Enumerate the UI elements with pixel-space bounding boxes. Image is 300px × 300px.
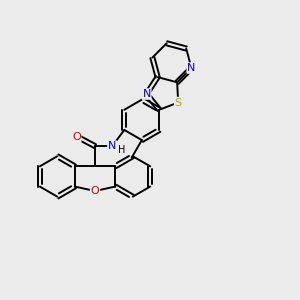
Text: N: N: [187, 63, 196, 73]
Text: N: N: [108, 141, 116, 151]
Text: H: H: [118, 145, 125, 155]
Text: O: O: [91, 186, 99, 196]
Text: O: O: [72, 132, 81, 142]
Text: N: N: [142, 89, 151, 99]
Text: S: S: [175, 98, 182, 107]
